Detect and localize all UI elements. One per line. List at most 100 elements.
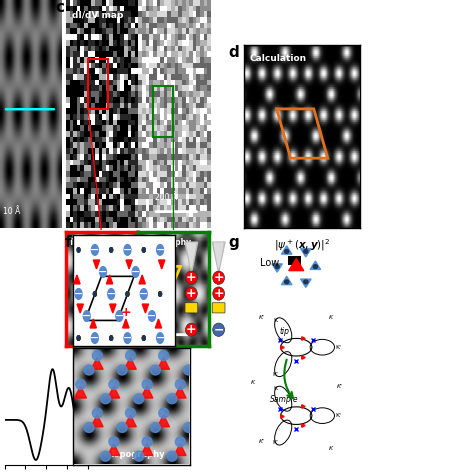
Circle shape [183,422,193,432]
Circle shape [213,271,225,284]
Circle shape [77,336,80,340]
Text: K': K' [335,345,341,350]
Text: d: d [228,45,239,60]
Circle shape [213,287,225,300]
Circle shape [313,264,318,269]
FancyBboxPatch shape [185,303,198,313]
Text: Sample: Sample [270,395,299,404]
Text: K': K' [258,438,264,444]
Circle shape [142,248,145,252]
Circle shape [275,264,279,269]
Text: K': K' [258,315,264,320]
Text: +: + [186,287,197,300]
Text: $|\psi^+(\boldsymbol{x},\boldsymbol{y})|^2$: $|\psi^+(\boldsymbol{x},\boldsymbol{y})|… [274,237,330,253]
Polygon shape [106,275,113,284]
Text: K': K' [273,440,278,445]
Circle shape [159,292,162,296]
Text: −: − [90,245,100,255]
Text: +: + [186,323,197,336]
Polygon shape [282,276,292,285]
Circle shape [142,379,152,389]
Polygon shape [77,304,83,313]
Polygon shape [159,260,165,269]
Circle shape [126,292,129,296]
Text: Low: Low [260,258,279,268]
Text: g: g [228,235,239,250]
Polygon shape [185,242,198,273]
Text: −: − [123,245,132,255]
Polygon shape [141,444,153,456]
Circle shape [134,394,144,404]
Circle shape [84,365,94,375]
Circle shape [175,379,185,389]
Circle shape [304,249,308,253]
Circle shape [157,333,164,343]
Polygon shape [123,319,129,328]
Polygon shape [155,319,162,328]
Polygon shape [124,415,137,427]
Circle shape [92,351,102,361]
Circle shape [150,422,160,432]
Text: −: − [74,289,83,299]
Text: −: − [98,267,108,277]
Circle shape [126,351,136,361]
Circle shape [126,292,129,296]
Polygon shape [74,275,80,284]
Circle shape [110,336,113,340]
Circle shape [93,292,96,296]
Polygon shape [90,319,96,328]
Polygon shape [157,415,170,427]
Circle shape [150,365,160,375]
Circle shape [167,394,177,404]
Text: Calculation: Calculation [250,54,307,63]
Circle shape [110,336,113,340]
Circle shape [93,292,96,296]
Text: K': K' [335,413,341,418]
Polygon shape [174,444,186,456]
Text: +: + [213,287,224,300]
Circle shape [159,292,162,296]
Circle shape [304,280,308,284]
Text: +: + [120,306,131,319]
Circle shape [92,408,102,418]
Text: K: K [273,386,277,391]
Text: K': K' [337,384,343,389]
Text: −: − [155,333,165,343]
Text: Topography: Topography [69,238,120,247]
Text: +: + [213,271,224,284]
Circle shape [126,408,136,418]
Circle shape [142,336,145,340]
Polygon shape [310,261,320,269]
Circle shape [91,333,98,343]
Text: c: c [55,0,64,15]
Circle shape [159,292,162,296]
Circle shape [110,248,113,252]
Circle shape [100,266,107,277]
Circle shape [185,287,197,300]
Circle shape [77,248,80,252]
Text: −: − [213,323,224,336]
Text: −: − [123,333,132,343]
Polygon shape [187,243,196,267]
Circle shape [76,379,86,389]
Polygon shape [289,259,304,271]
Circle shape [110,248,113,252]
Polygon shape [139,275,146,284]
Text: K: K [251,380,255,385]
Text: −: − [131,267,140,277]
Text: −: − [147,311,156,321]
Circle shape [134,451,144,461]
Circle shape [159,351,169,361]
Circle shape [132,266,139,277]
Circle shape [126,292,129,296]
Circle shape [159,408,169,418]
Text: Topography: Topography [109,450,165,459]
Circle shape [185,271,197,284]
Text: −: − [90,333,100,343]
Polygon shape [74,386,87,398]
Text: −: − [155,245,165,255]
Polygon shape [142,304,148,313]
Polygon shape [157,357,170,369]
Circle shape [110,336,113,340]
Text: 10 Å: 10 Å [3,207,20,216]
